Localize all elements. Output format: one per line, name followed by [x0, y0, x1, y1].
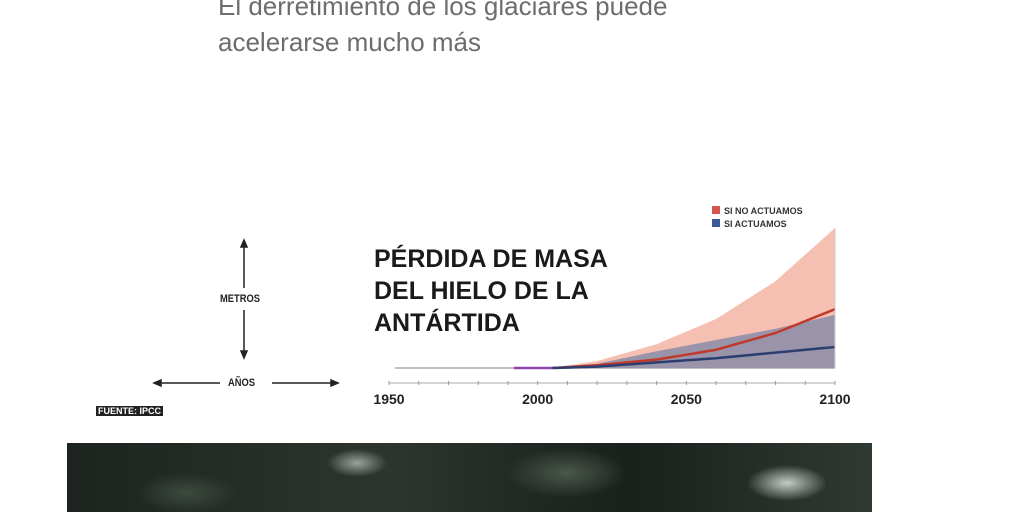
- median-line: [552, 345, 836, 370]
- headline-line-1: El derretimiento de los glaciares puede: [218, 0, 668, 21]
- down-arrow-icon: [239, 350, 249, 360]
- chart-title: PÉRDIDA DE MASA DEL HIELO DE LA ANTÁRTID…: [374, 243, 608, 339]
- chart-title-line: ANTÁRTIDA: [374, 309, 520, 337]
- left-arrow-icon: [152, 378, 162, 388]
- chart-title-line: PÉRDIDA DE MASA: [374, 245, 608, 273]
- legend-label: SI NO ACTUAMOS: [724, 206, 803, 216]
- x-tick-label: 2000: [522, 391, 553, 407]
- x-axis-label: AÑOS: [228, 377, 256, 389]
- legend-swatch-red: [712, 206, 720, 214]
- legend-swatch-blue: [712, 219, 720, 227]
- source-badge: FUENTE: IPCC: [96, 406, 163, 416]
- chart-title-line: DEL HIELO DE LA: [374, 277, 589, 305]
- legend: SI NO ACTUAMOS SI ACTUAMOS: [712, 206, 803, 229]
- right-arrow-icon: [330, 378, 340, 388]
- legend-label: SI ACTUAMOS: [724, 219, 787, 229]
- y-axis-label: METROS: [220, 293, 261, 305]
- x-tick-label: 2100: [819, 391, 850, 407]
- x-tick-label: 1950: [373, 391, 404, 407]
- x-tick-label: 2050: [671, 391, 702, 407]
- headline-line-2: acelerarse mucho más: [218, 27, 481, 57]
- foliage-photo: [67, 443, 872, 512]
- article-headline: El derretimiento de los glaciares puede …: [218, 0, 778, 60]
- axis-arrows: [152, 238, 340, 388]
- up-arrow-icon: [239, 238, 249, 248]
